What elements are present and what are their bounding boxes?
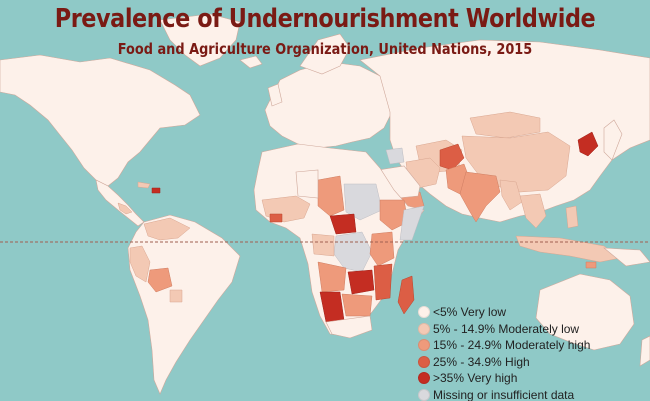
ethiopia: [379, 199, 409, 231]
legend-label: 15% - 24.9% Moderately high: [433, 338, 591, 352]
legend-label: 25% - 34.9% High: [433, 354, 530, 369]
botswana-zimbabwe: [341, 293, 373, 317]
gabon-congo: [311, 233, 335, 257]
map-subtitle: Food and Agriculture Organization, Unite…: [117, 40, 533, 58]
madagascar: [397, 275, 415, 315]
haiti: [151, 187, 161, 194]
legend-item-moderately-low: 5% - 14.9% Moderately low: [418, 321, 646, 337]
legend-item-very-high: >35% Very high: [418, 370, 646, 386]
peru-ecuador: [129, 245, 151, 283]
philippines: [565, 205, 579, 229]
central-america: [95, 179, 145, 227]
zambia: [347, 269, 375, 295]
legend-label: >35% Very high: [433, 371, 518, 385]
mozambique-malawi: [373, 263, 393, 301]
east-africa: [369, 231, 395, 267]
legend-swatch: [418, 322, 430, 335]
scandinavia: [299, 33, 351, 75]
paraguay: [169, 289, 183, 303]
legend-swatch: [418, 339, 430, 351]
iraq-syria: [385, 147, 405, 165]
india: [459, 171, 501, 223]
papua: [603, 247, 650, 267]
legend-swatch: [418, 306, 430, 318]
legend-item-missing: Missing or insufficient data: [418, 387, 646, 401]
south-america: [127, 214, 241, 395]
legend-item-moderately-high: 15% - 24.9% Moderately high: [418, 337, 646, 353]
greenland: [159, 13, 241, 67]
angola: [317, 261, 347, 293]
venezuela-colombia: [143, 217, 191, 241]
legend-label: 5% - 14.9% Moderately low: [433, 321, 580, 336]
south-africa: [325, 315, 373, 339]
central-african-republic: [329, 213, 357, 235]
caribbean: [137, 181, 151, 189]
map-title: Prevalence of Undernourishment Worldwide: [54, 4, 596, 34]
chad: [317, 175, 345, 217]
north-korea: [577, 131, 599, 157]
legend-label: <5% Very low: [433, 305, 507, 319]
legend-swatch: [418, 372, 430, 384]
southeast-asia: [519, 193, 547, 229]
legend-item-very-low: <5% Very low: [418, 304, 646, 320]
sudan: [343, 183, 383, 221]
indonesia: [515, 235, 621, 263]
legend: <5% Very low 5% - 14.9% Moderately low 1…: [418, 304, 646, 401]
mongolia: [469, 111, 541, 139]
central-america-moderately-low: [117, 202, 133, 215]
japan: [603, 119, 623, 161]
new-zealand: [639, 335, 650, 367]
bangladesh-myanmar: [499, 179, 523, 211]
iceland: [239, 55, 263, 69]
australia: [535, 273, 635, 351]
legend-item-high: 25% - 34.9% High: [418, 354, 646, 370]
legend-label: Missing or insufficient data: [433, 387, 575, 401]
north-america: [0, 54, 201, 187]
timor: [585, 261, 597, 269]
afghanistan: [439, 143, 465, 171]
legend-swatch: [418, 355, 430, 368]
legend-swatch: [418, 388, 430, 401]
bolivia: [147, 267, 173, 293]
somalia: [399, 205, 425, 241]
europe: [264, 61, 393, 149]
niger-sahara: [295, 169, 319, 199]
west-africa-high: [269, 213, 283, 223]
uk: [267, 83, 283, 107]
